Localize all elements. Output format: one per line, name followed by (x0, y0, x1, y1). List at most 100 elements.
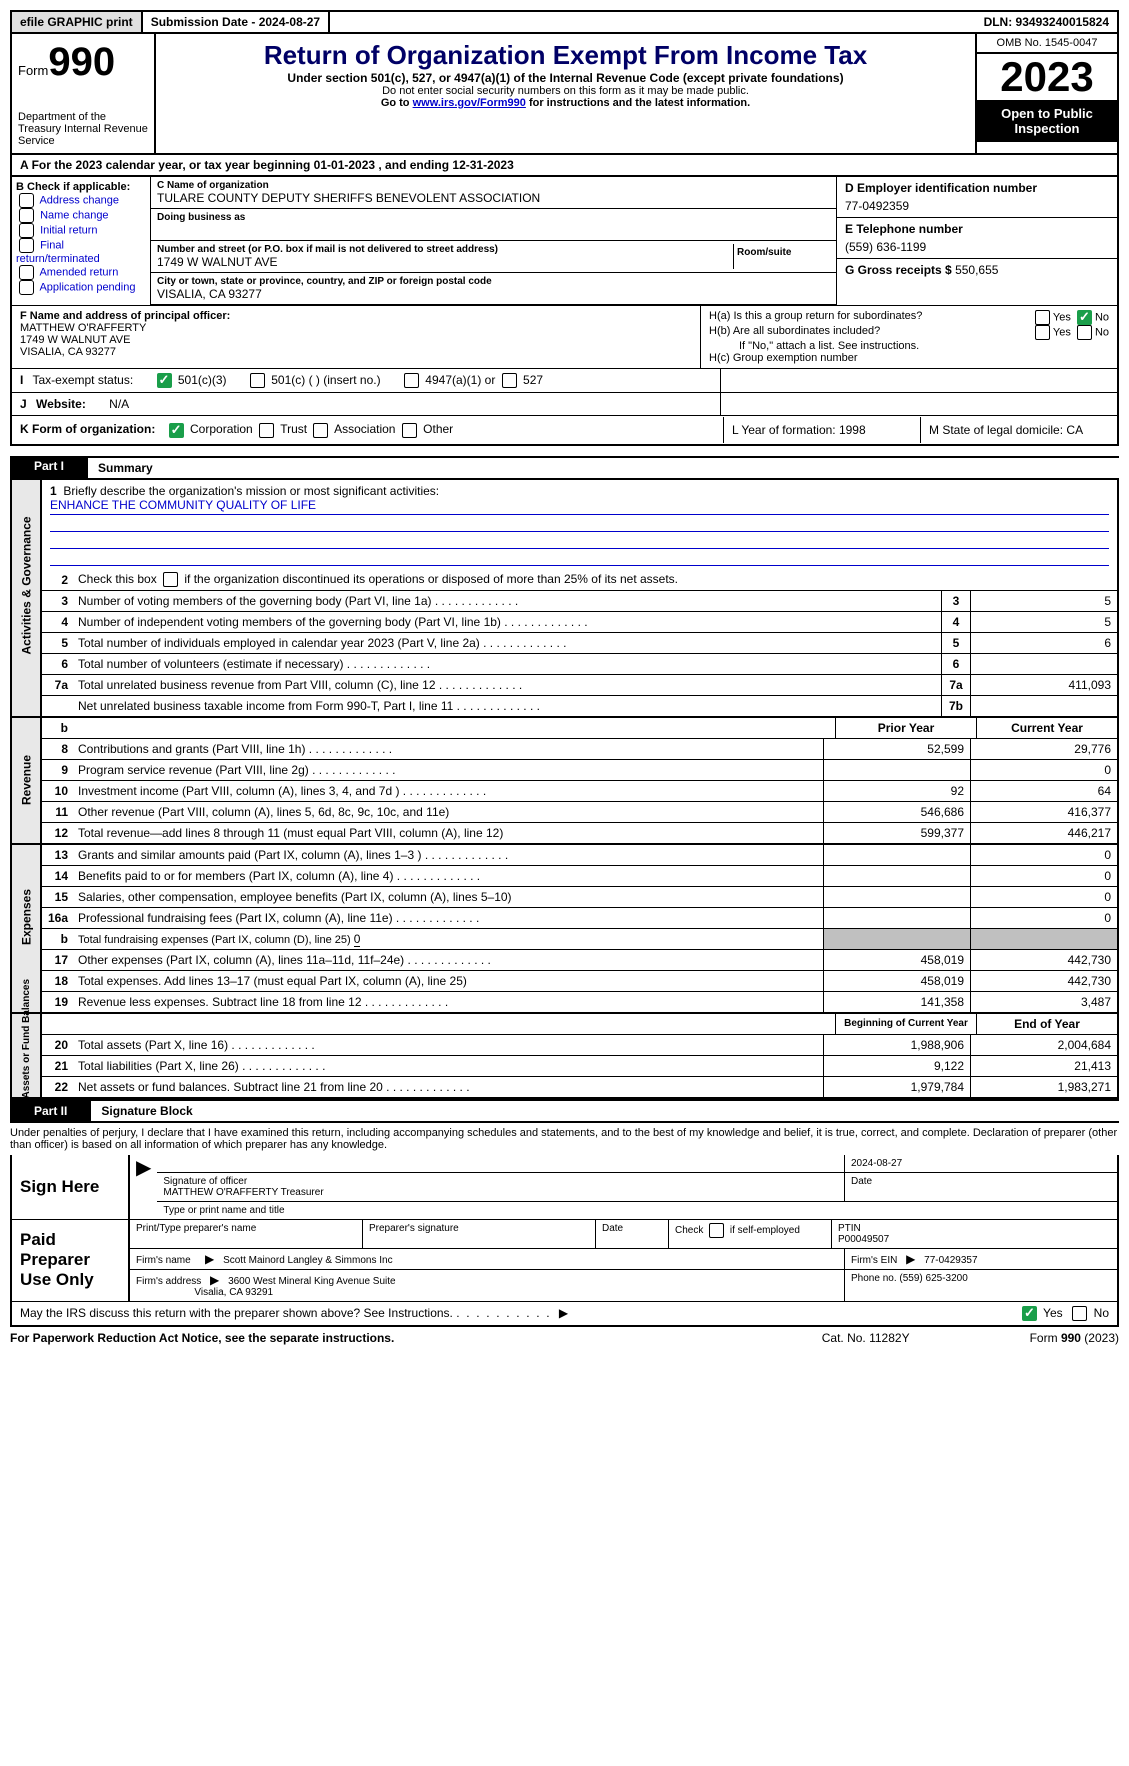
chk-assoc[interactable] (313, 423, 328, 438)
line2-desc: Check this box if the organization disco… (78, 572, 678, 586)
c21: 21,413 (970, 1056, 1117, 1076)
chk-501c3[interactable] (157, 373, 172, 388)
dept-label: Department of the Treasury Internal Reve… (18, 111, 148, 147)
tax-status-row: I Tax-exempt status: 501(c)(3) 501(c) ( … (10, 368, 1119, 392)
box-b-title: B Check if applicable: (16, 181, 146, 193)
line20-desc: Total assets (Part X, line 16) (74, 1036, 823, 1054)
chk-name-change[interactable] (19, 208, 34, 223)
website-label: Website: (36, 397, 86, 411)
submission-date: Submission Date - 2024-08-27 (143, 12, 330, 32)
lbl-address-change: Address change (39, 194, 119, 206)
chk-discuss-no[interactable] (1072, 1306, 1087, 1321)
line10-desc: Investment income (Part VIII, column (A)… (74, 782, 823, 800)
chk-ha-yes[interactable] (1035, 310, 1050, 325)
opt-other: Other (423, 422, 453, 436)
open-inspection: Open to Public Inspection (977, 100, 1117, 142)
state-domicile: M State of legal domicile: CA (920, 417, 1117, 443)
gross-receipts-label: G Gross receipts $ (845, 263, 955, 277)
part1-num: Part I (10, 456, 88, 478)
tax-status-label: Tax-exempt status: (32, 373, 133, 387)
year-formation: L Year of formation: 1998 (723, 417, 920, 443)
omb-number: OMB No. 1545-0047 (977, 34, 1117, 54)
tab-net: Net Assets or Fund Balances (21, 992, 32, 1117)
form-label: Form (18, 63, 48, 78)
chk-ha-no[interactable] (1077, 310, 1092, 325)
lbl-app-pending: Application pending (39, 281, 135, 293)
form-header: Form990 Department of the Treasury Inter… (10, 34, 1119, 155)
p20: 1,988,906 (823, 1035, 970, 1055)
label-i: I (20, 373, 23, 387)
room-label: Room/suite (737, 247, 827, 258)
p22: 1,979,784 (823, 1077, 970, 1097)
c12: 446,217 (970, 823, 1117, 843)
label-j: J (20, 397, 27, 411)
footer-form-post: (2023) (1081, 1331, 1119, 1345)
firm-phone-label: Phone no. (851, 1273, 897, 1284)
section-net-assets: Net Assets or Fund Balances Beginning of… (10, 1014, 1119, 1099)
part2-header: Part II Signature Block (10, 1099, 1119, 1123)
section-expenses: Expenses 13Grants and similar amounts pa… (10, 845, 1119, 1014)
goto-pre: Go to (381, 97, 413, 109)
line22-desc: Net assets or fund balances. Subtract li… (74, 1078, 823, 1096)
dba-label: Doing business as (157, 212, 830, 223)
box-b: B Check if applicable: Address change Na… (12, 177, 151, 305)
officer-label: F Name and address of principal officer: (20, 310, 230, 322)
chk-initial-return[interactable] (19, 223, 34, 238)
chk-final-return[interactable] (19, 238, 34, 253)
hdr-prior: Prior Year (835, 718, 976, 738)
hdr-beginning: Beginning of Current Year (835, 1014, 976, 1034)
opt-527: 527 (523, 373, 543, 387)
form-subtitle: Under section 501(c), 527, or 4947(a)(1)… (162, 71, 969, 85)
chk-amended[interactable] (19, 265, 34, 280)
efile-print-button[interactable]: efile GRAPHIC print (12, 12, 143, 32)
h-c-label: H(c) Group exemption number (709, 352, 1109, 364)
street-address: 1749 W WALNUT AVE (157, 255, 733, 269)
mission-text: ENHANCE THE COMMUNITY QUALITY OF LIFE (50, 498, 1109, 515)
chk-discontinued[interactable] (163, 572, 178, 587)
chk-app-pending[interactable] (19, 280, 34, 295)
line7a-desc: Total unrelated business revenue from Pa… (74, 676, 941, 694)
paid-preparer-label: Paid Preparer Use Only (12, 1220, 130, 1301)
chk-527[interactable] (502, 373, 517, 388)
discuss-question: May the IRS discuss this return with the… (20, 1306, 453, 1320)
p11: 546,686 (823, 802, 970, 822)
penalties-text: Under penalties of perjury, I declare th… (10, 1123, 1119, 1155)
part1-title: Summary (88, 456, 1119, 478)
line14-desc: Benefits paid to or for members (Part IX… (74, 867, 823, 885)
chk-hb-yes[interactable] (1035, 325, 1050, 340)
c15: 0 (970, 887, 1117, 907)
footer-cat: Cat. No. 11282Y (822, 1331, 910, 1345)
irs-link[interactable]: www.irs.gov/Form990 (413, 97, 526, 109)
chk-discuss-yes[interactable] (1022, 1306, 1037, 1321)
gross-receipts-value: 550,655 (955, 263, 998, 277)
opt-assoc: Association (334, 422, 395, 436)
chk-corp[interactable] (169, 423, 184, 438)
line5-desc: Total number of individuals employed in … (74, 634, 941, 652)
chk-other[interactable] (402, 423, 417, 438)
opt-501c: 501(c) ( ) (insert no.) (271, 373, 380, 387)
line7b-desc: Net unrelated business taxable income fr… (74, 697, 941, 715)
chk-trust[interactable] (259, 423, 274, 438)
chk-4947[interactable] (404, 373, 419, 388)
sign-here-label: Sign Here (12, 1155, 130, 1219)
chk-501c[interactable] (250, 373, 265, 388)
chk-hb-no[interactable] (1077, 325, 1092, 340)
firm-name-label: Firm's name (136, 1255, 191, 1266)
line4-desc: Number of independent voting members of … (74, 613, 941, 631)
info-section: B Check if applicable: Address change Na… (10, 177, 1119, 305)
section-governance: Activities & Governance 1 Briefly descri… (10, 480, 1119, 718)
ptin-value: P00049507 (838, 1234, 889, 1245)
tab-expenses: Expenses (20, 854, 34, 979)
officer-name: MATTHEW O'RAFFERTY (20, 322, 692, 334)
chk-self-employed[interactable] (709, 1223, 724, 1238)
c9: 0 (970, 760, 1117, 780)
line3-desc: Number of voting members of the governin… (74, 592, 941, 610)
hdr-current: Current Year (976, 718, 1117, 738)
line9-desc: Program service revenue (Part VIII, line… (74, 761, 823, 779)
line16b-val: 0 (354, 932, 361, 947)
firm-addr2: Visalia, CA 93291 (194, 1287, 273, 1298)
line6-desc: Total number of volunteers (estimate if … (74, 655, 941, 673)
firm-ein-label: Firm's EIN (851, 1255, 897, 1266)
chk-address-change[interactable] (19, 193, 34, 208)
line12-desc: Total revenue—add lines 8 through 11 (mu… (74, 824, 823, 842)
